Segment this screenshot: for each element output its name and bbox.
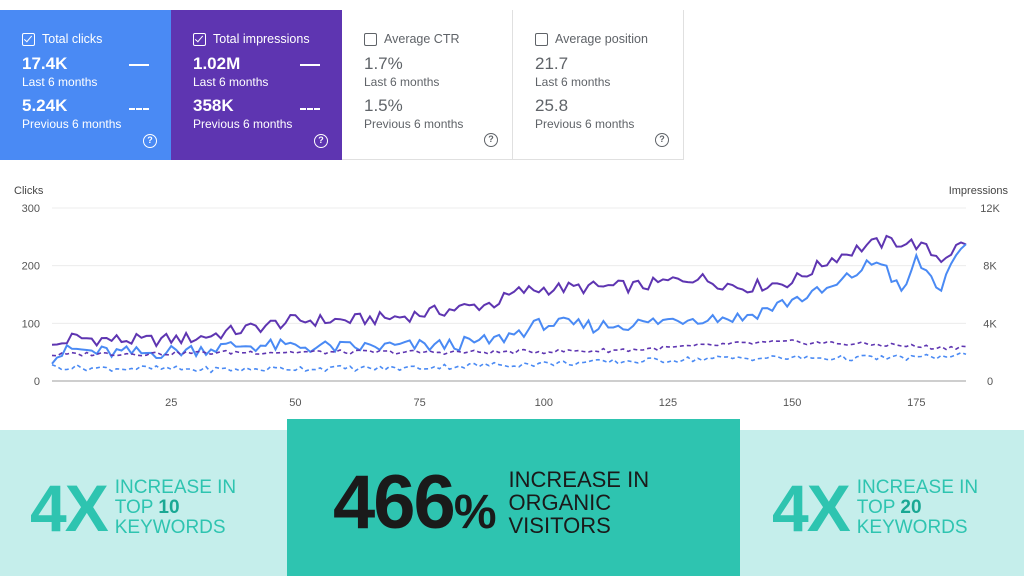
series-line	[51, 339, 967, 357]
chart-grid	[52, 207, 966, 382]
dashed-line-legend-icon	[129, 108, 149, 110]
card-previous-value: 5.24K	[22, 96, 68, 115]
card-current-label: Last 6 months	[22, 75, 98, 89]
y-left-tick: 300	[22, 203, 40, 215]
solid-line-legend-icon	[129, 64, 149, 66]
card-total-impressions[interactable]: Total impressions 1.02M Last 6 months 35…	[171, 10, 342, 160]
x-tick: 50	[289, 397, 301, 409]
stat-center-box: 466% INCREASE IN ORGANIC VISITORS	[287, 419, 740, 576]
help-icon[interactable]: ?	[484, 133, 498, 147]
x-tick: 175	[907, 397, 925, 409]
card-average-ctr[interactable]: Average CTR 1.7% Last 6 months 1.5% Prev…	[342, 10, 513, 160]
stat-organic-percent: %	[453, 486, 497, 539]
stat-top-prefix: TOP	[856, 497, 901, 518]
y-axis-left-title: Clicks	[14, 185, 44, 197]
card-total-clicks[interactable]: Total clicks 17.4K Last 6 months 5.24K P…	[0, 10, 171, 160]
stat-organic-desc: INCREASE IN ORGANIC VISITORS	[509, 468, 650, 537]
card-previous-label: Previous 6 months	[22, 117, 122, 131]
series-line	[51, 234, 967, 349]
y-left-tick: 200	[22, 261, 40, 273]
card-previous-value: 1.5%	[364, 96, 403, 115]
x-tick: 25	[165, 397, 177, 409]
series-line	[51, 351, 967, 374]
stat-organic: 466% INCREASE IN ORGANIC VISITORS	[333, 459, 649, 546]
stat-organic-value: 466%	[333, 459, 497, 546]
stat-line: INCREASE IN	[114, 477, 237, 498]
card-previous-label: Previous 6 months	[535, 117, 635, 131]
card-label: Average position	[555, 32, 648, 46]
card-previous-label: Previous 6 months	[193, 117, 293, 131]
card-current-label: Last 6 months	[364, 75, 440, 89]
y-right-tick: 0	[987, 376, 993, 388]
y-right-tick: 8K	[983, 261, 997, 273]
y-right-tick: 4K	[983, 318, 997, 330]
stat-top10-desc: INCREASE IN TOP 10 KEYWORDS	[115, 478, 236, 538]
stat-top10-value: 4X	[30, 471, 109, 545]
dashed-line-legend-icon	[300, 108, 320, 110]
x-tick: 100	[535, 397, 553, 409]
x-tick: 75	[413, 397, 425, 409]
stat-top20: 4X INCREASE IN TOP 20 KEYWORDS	[772, 470, 978, 546]
x-tick: 125	[659, 397, 677, 409]
card-current-value: 1.7%	[364, 54, 403, 73]
card-current-value: 1.02M	[193, 54, 241, 73]
stat-top10: 4X INCREASE IN TOP 10 KEYWORDS	[30, 470, 236, 546]
stat-line: VISITORS	[508, 513, 611, 538]
card-label: Total impressions	[213, 32, 310, 46]
performance-chart: Clicks Impressions 300 12K 200 8K 100 4K 0 0 25 5…	[14, 185, 1009, 409]
stat-top-prefix: TOP	[114, 497, 159, 518]
help-icon[interactable]: ?	[143, 134, 157, 148]
help-icon[interactable]: ?	[314, 134, 328, 148]
stat-line: INCREASE IN	[856, 477, 979, 498]
x-tick: 150	[783, 397, 801, 409]
stat-top-number: 20	[900, 497, 922, 518]
card-previous-value: 358K	[193, 96, 234, 115]
card-label: Total clicks	[42, 32, 103, 46]
card-current-label: Last 6 months	[193, 75, 269, 89]
performance-panel: Total clicks 17.4K Last 6 months 5.24K P…	[0, 0, 1024, 430]
y-left-tick: 0	[34, 376, 40, 388]
y-right-tick: 12K	[980, 203, 1000, 215]
y-axis-right-title: Impressions	[949, 185, 1009, 197]
chart-ticks: 300 12K 200 8K 100 4K 0 0 25 50 75 100 125 150 175	[22, 203, 1001, 409]
metric-cards: Total clicks 17.4K Last 6 months 5.24K P…	[0, 10, 684, 160]
help-icon[interactable]: ?	[655, 133, 669, 147]
stat-line: TOP 10	[115, 498, 236, 518]
stat-line: INCREASE IN	[508, 467, 650, 492]
chart-series	[51, 234, 967, 374]
card-previous-label: Previous 6 months	[364, 117, 464, 131]
stat-line: TOP 20	[857, 498, 978, 518]
card-average-position[interactable]: Average position 21.7 Last 6 months 25.8…	[513, 10, 684, 160]
stat-line: KEYWORDS	[114, 517, 226, 538]
card-current-value: 17.4K	[22, 54, 68, 73]
checkbox-icon[interactable]	[22, 32, 35, 46]
stat-line: ORGANIC	[508, 490, 612, 515]
card-label: Average CTR	[384, 32, 460, 46]
y-left-tick: 100	[22, 318, 40, 330]
card-current-label: Last 6 months	[535, 75, 611, 89]
stat-top20-desc: INCREASE IN TOP 20 KEYWORDS	[857, 478, 978, 538]
card-current-value: 21.7	[535, 54, 569, 73]
checkbox-icon[interactable]	[193, 32, 206, 46]
stat-top20-value: 4X	[772, 471, 851, 545]
card-previous-value: 25.8	[535, 96, 569, 115]
solid-line-legend-icon	[300, 64, 320, 66]
stat-top-number: 10	[158, 497, 180, 518]
stat-line: KEYWORDS	[856, 517, 968, 538]
stat-organic-number: 466	[333, 460, 456, 545]
checkbox-icon[interactable]	[535, 32, 548, 46]
checkbox-icon[interactable]	[364, 32, 377, 46]
